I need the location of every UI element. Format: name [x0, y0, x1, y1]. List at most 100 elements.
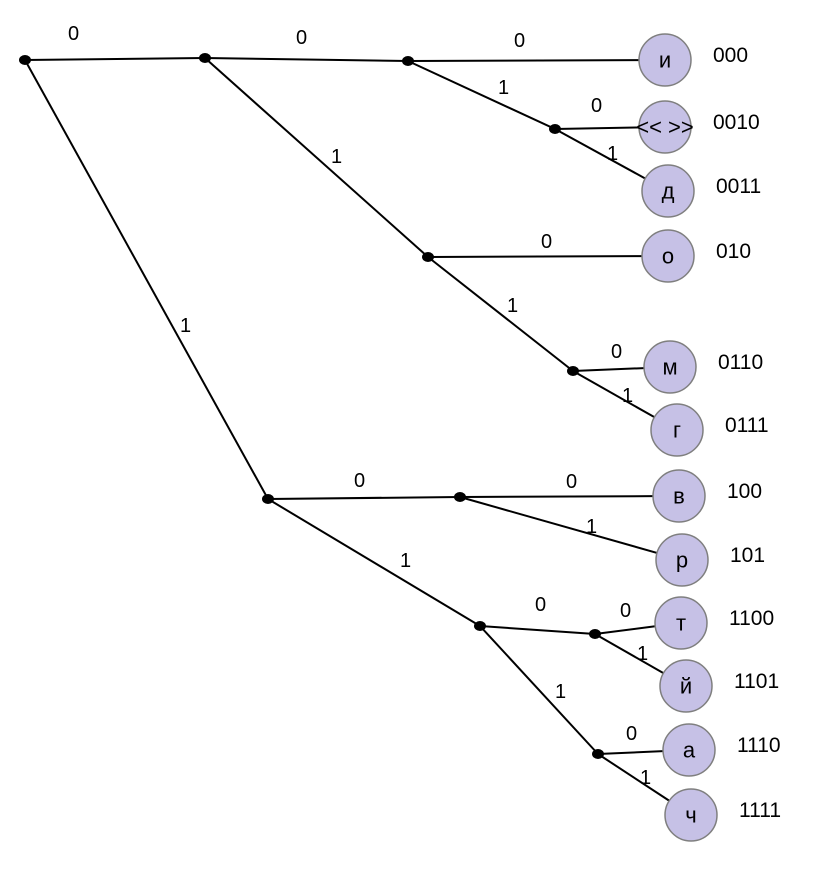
leaf-node: << >> 0010	[636, 100, 760, 154]
edge-bit-label: 1	[180, 315, 191, 337]
tree-edge	[204, 57, 409, 62]
leaf-node: д 0011	[641, 164, 761, 218]
leaf-circle	[652, 469, 706, 523]
leaf-symbol: р	[676, 548, 688, 573]
nodes-layer	[19, 53, 604, 759]
leaf-node: ч 1111	[664, 788, 781, 842]
leaf-node: и 000	[638, 33, 748, 87]
edge-bit-label: 0	[514, 30, 525, 52]
leaf-node: р 101	[655, 533, 765, 587]
leaf-code: 101	[730, 544, 765, 567]
leaf-circle	[638, 33, 692, 87]
edge-bit-label: 1	[555, 681, 566, 703]
leaf-symbol: в	[673, 484, 685, 509]
edge-bit-label: 0	[354, 470, 365, 492]
leaf-symbol: << >>	[636, 115, 694, 140]
internal-node-dot	[262, 494, 274, 504]
tree-edge	[267, 498, 481, 627]
leaf-circle	[650, 403, 704, 457]
leaf-symbol: д	[662, 179, 675, 204]
leaf-code: 1110	[737, 734, 781, 757]
internal-node-dot	[402, 56, 414, 66]
leaf-code: 010	[716, 240, 751, 263]
edge-bit-label: 0	[541, 231, 552, 253]
leaf-code: 1100	[729, 607, 774, 630]
leaf-circle	[655, 533, 709, 587]
tree-edge	[572, 370, 655, 419]
internal-node-dot	[589, 629, 601, 639]
leaf-symbol: ч	[685, 803, 696, 828]
leaf-node: о 010	[641, 229, 751, 283]
leaf-symbol: й	[680, 674, 692, 699]
leaf-circle	[654, 596, 708, 650]
edge-bit-label: 1	[607, 143, 618, 165]
edge-bit-label: 1	[400, 550, 411, 572]
edges-layer	[24, 57, 670, 802]
leaf-code: 0010	[713, 111, 760, 134]
tree-edge	[597, 753, 670, 802]
leaf-circle	[662, 723, 716, 777]
edge-bit-label: 1	[498, 77, 509, 99]
leaf-circle	[641, 164, 695, 218]
internal-node-dot	[199, 53, 211, 63]
leaf-code: 000	[713, 44, 748, 67]
leaf-code: 0110	[718, 351, 763, 374]
leaf-code: 100	[727, 480, 762, 503]
tree-edge	[554, 126, 640, 130]
leaf-code: 0011	[716, 175, 761, 198]
leaf-symbol: и	[659, 48, 671, 73]
tree-edge	[407, 59, 640, 62]
internal-node-dot	[422, 252, 434, 262]
leaf-node: й 1101	[659, 659, 779, 713]
tree-edge	[572, 367, 645, 372]
tree-edge	[24, 59, 269, 500]
internal-node-dot	[567, 366, 579, 376]
tree-edge	[24, 57, 206, 61]
tree-edge	[459, 495, 654, 498]
tree-edge	[597, 750, 664, 755]
edge-bit-label: 0	[626, 723, 637, 745]
leaf-symbol: г	[673, 418, 681, 443]
tree-edge	[204, 57, 429, 258]
tree-edge	[267, 496, 461, 500]
tree-edge	[594, 633, 664, 674]
tree-edge	[479, 625, 599, 755]
tree-edge	[594, 625, 656, 635]
edge-bit-label: 0	[620, 600, 631, 622]
edge-bit-label: 1	[622, 385, 633, 407]
tree-edge	[407, 60, 556, 130]
leaf-node: т 1100	[654, 596, 774, 650]
leaf-code: 1101	[734, 670, 779, 693]
leaf-symbol: о	[662, 244, 674, 269]
leaf-node: а 1110	[662, 723, 781, 777]
leaf-code: 1111	[739, 799, 781, 822]
tree-edge	[554, 128, 646, 180]
edge-bit-label: 0	[68, 23, 79, 45]
leaf-circle	[643, 340, 697, 394]
internal-node-dot	[19, 55, 31, 65]
leaf-node: в 100	[652, 469, 762, 523]
leaf-symbol: т	[676, 611, 686, 636]
leaf-circle	[659, 659, 713, 713]
edge-bit-label: 1	[586, 516, 597, 538]
edge-bit-label: 1	[640, 767, 651, 789]
leaf-node: м 0110	[643, 340, 763, 394]
edge-bit-label: 0	[296, 27, 307, 49]
edge-bit-label: 1	[507, 295, 518, 317]
leaves-layer: и 000 << >> 0010 д 0011 о 010 м 0110 г 0111 в 100 р 101…	[636, 33, 781, 842]
leaf-node: г 0111	[650, 403, 769, 457]
edge-bit-label: 0	[611, 341, 622, 363]
internal-node-dot	[592, 749, 604, 759]
edge-bit-label: 0	[591, 95, 602, 117]
edge-bit-label: 0	[566, 471, 577, 493]
leaf-circle	[641, 229, 695, 283]
leaf-circle	[638, 100, 692, 154]
leaf-symbol: а	[683, 738, 696, 763]
tree-edge	[427, 256, 574, 372]
tree-edge	[427, 255, 643, 258]
tree-edge	[479, 625, 596, 635]
leaf-circle	[664, 788, 718, 842]
leaf-symbol: м	[662, 355, 677, 380]
